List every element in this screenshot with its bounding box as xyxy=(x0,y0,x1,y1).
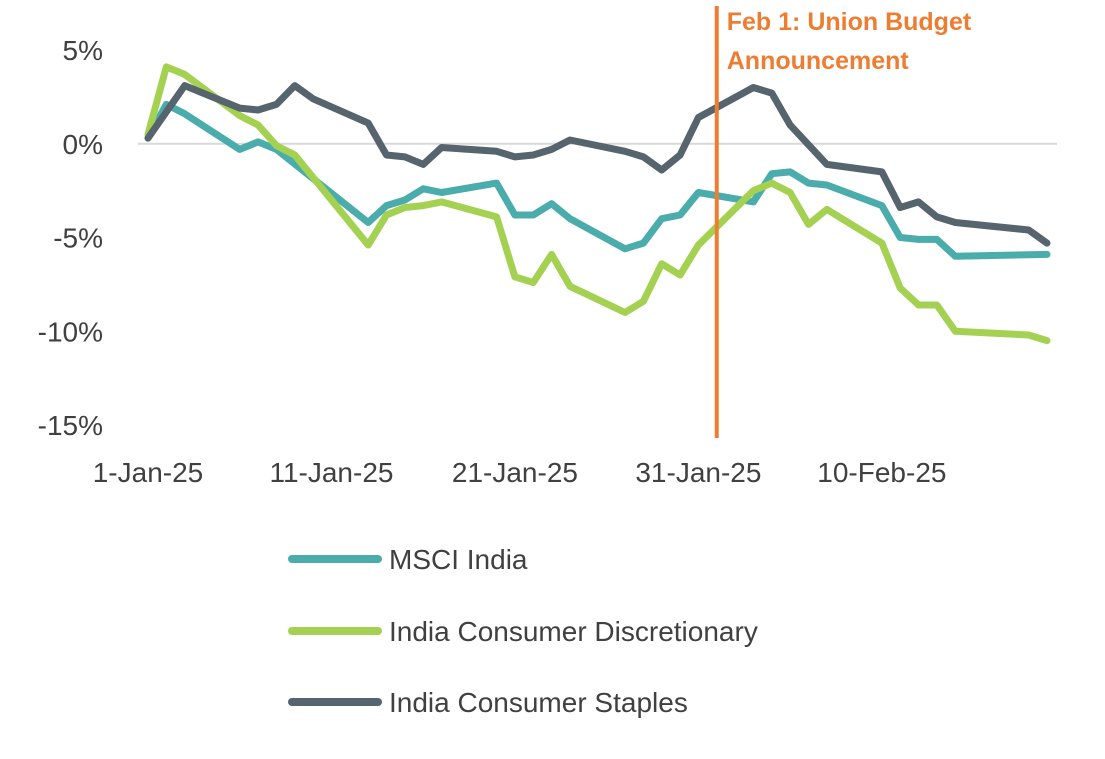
x-tick-label: 21-Jan-25 xyxy=(452,457,578,488)
annotation-label-line-1: Feb 1: Union Budget xyxy=(727,8,972,36)
x-tick-label: 11-Jan-25 xyxy=(269,457,393,488)
legend: MSCI India India Consumer Discretionary In… xyxy=(288,544,758,718)
budget-annotation: Feb 1: Union Budget Announcement xyxy=(714,6,972,438)
y-tick-label: -10% xyxy=(38,316,103,347)
x-tick-label: 10-Feb-25 xyxy=(817,457,946,488)
y-tick-label: 5% xyxy=(63,35,103,66)
annotation-label-line-2: Announcement xyxy=(727,47,910,75)
y-axis: 5% 0% -5% -10% -15% xyxy=(38,35,103,441)
x-tick-label: 31-Jan-25 xyxy=(635,457,761,488)
y-tick-label: -15% xyxy=(38,410,103,441)
series-line-2 xyxy=(144,63,1051,345)
y-tick-label: -5% xyxy=(53,223,103,254)
series-line-1 xyxy=(144,100,1051,260)
series-layer xyxy=(144,63,1051,345)
x-tick-label: 1-Jan-25 xyxy=(93,457,204,488)
x-axis: 1-Jan-25 11-Jan-25 21-Jan-25 31-Jan-25 10-Fe… xyxy=(93,457,947,488)
series-line-3 xyxy=(144,82,1051,247)
legend-label: India Consumer Staples xyxy=(389,687,688,718)
legend-label: MSCI India xyxy=(389,544,528,575)
y-tick-label: 0% xyxy=(63,129,103,160)
legend-label: India Consumer Discretionary xyxy=(389,616,758,647)
